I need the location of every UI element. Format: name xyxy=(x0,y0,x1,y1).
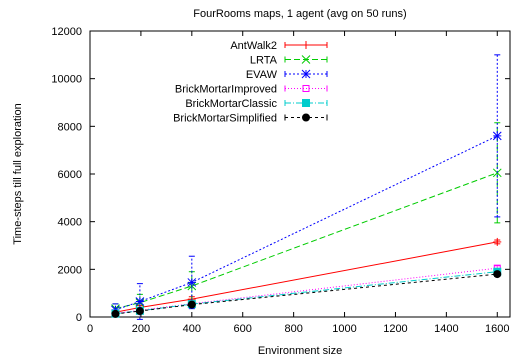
error-bar xyxy=(188,255,195,310)
series-antwalk2 xyxy=(111,237,502,317)
legend-item: BrickMortarImproved xyxy=(175,84,328,96)
x-tick-label: 400 xyxy=(183,323,201,335)
series-brickmortarimproved xyxy=(111,264,501,317)
x-tick-label: 0 xyxy=(87,323,93,335)
legend-label: AntWalk2 xyxy=(230,40,277,52)
series-brickmortarsimplified xyxy=(111,270,502,318)
y-tick-label: 10000 xyxy=(51,74,82,86)
x-axis-title: Environment size xyxy=(258,345,342,357)
legend-label: EVAW xyxy=(246,69,278,81)
y-tick-label: 0 xyxy=(76,312,82,324)
x-axis: 0 200 400 600 800 1000 1200 1400 1600 xyxy=(87,31,510,335)
x-tick-label: 1400 xyxy=(434,323,458,335)
y-axis: 0 2000 4000 6000 8000 10000 12000 xyxy=(51,26,510,324)
legend-label: BrickMortarSimplified xyxy=(173,113,277,125)
legend-marker xyxy=(301,55,311,64)
series-line xyxy=(115,241,498,313)
legend-marker xyxy=(302,113,310,122)
legend-item: BrickMortarClassic xyxy=(185,98,328,110)
data-point xyxy=(135,297,145,306)
legend: AntWalk2 LRTA EVAW BrickMortarImproved Brick… xyxy=(173,40,328,125)
x-tick-label: 800 xyxy=(284,323,302,335)
legend-item: BrickMortarSimplified xyxy=(173,113,328,125)
legend-marker xyxy=(302,99,310,107)
data-point xyxy=(187,300,196,309)
legend-marker xyxy=(302,85,310,92)
data-point xyxy=(187,278,197,287)
data-point xyxy=(135,307,144,316)
data-point xyxy=(492,131,502,141)
series-line xyxy=(115,172,498,310)
y-tick-label: 8000 xyxy=(58,121,82,133)
x-tick-label: 200 xyxy=(132,323,150,335)
y-axis-title: Time-steps till full exploration xyxy=(12,103,24,244)
series-evaw xyxy=(111,54,502,320)
legend-item: LRTA xyxy=(250,55,328,67)
series-layer xyxy=(111,54,502,320)
chart-title: FourRooms maps, 1 agent (avg on 50 runs) xyxy=(193,8,406,20)
legend-marker xyxy=(302,41,310,49)
series-lrta xyxy=(111,122,502,314)
legend-label: BrickMortarImproved xyxy=(175,84,277,96)
y-tick-label: 6000 xyxy=(58,169,82,181)
y-tick-label: 12000 xyxy=(51,26,82,38)
x-tick-label: 1600 xyxy=(485,323,509,335)
y-tick-label: 2000 xyxy=(58,264,82,276)
x-tick-label: 600 xyxy=(234,323,252,335)
legend-label: BrickMortarClassic xyxy=(185,98,277,110)
x-tick-label: 1000 xyxy=(332,323,356,335)
series-line xyxy=(115,273,498,315)
data-point xyxy=(493,237,502,246)
x-tick-label: 1200 xyxy=(383,323,407,335)
legend-label: LRTA xyxy=(250,55,278,67)
data-point xyxy=(493,270,502,279)
y-tick-label: 4000 xyxy=(58,217,82,229)
legend-item: AntWalk2 xyxy=(230,40,328,52)
data-point xyxy=(111,309,120,318)
legend-marker xyxy=(301,69,311,79)
legend-item: EVAW xyxy=(246,69,328,81)
series-line xyxy=(115,135,498,311)
